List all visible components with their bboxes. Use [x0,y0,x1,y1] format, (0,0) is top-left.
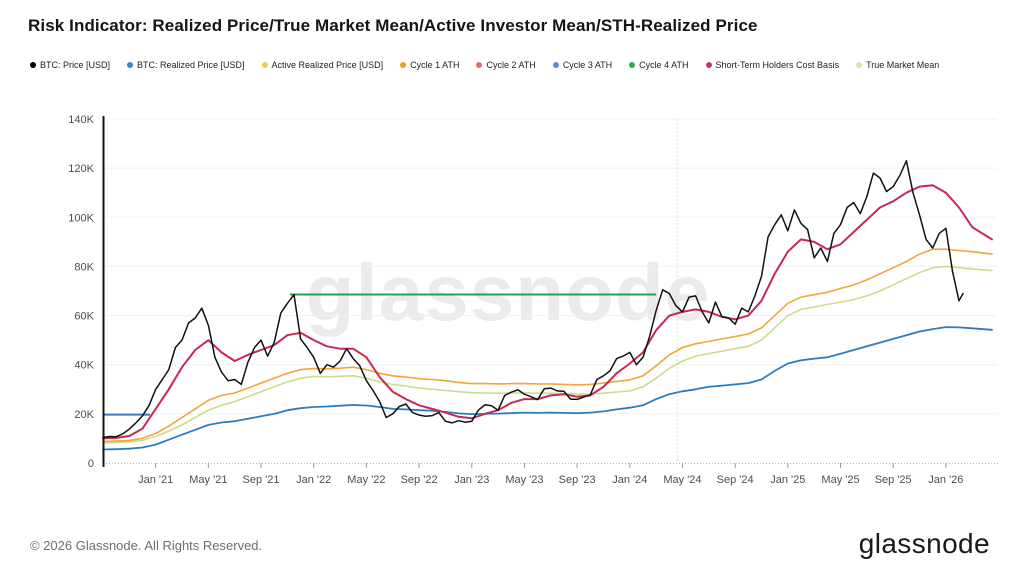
legend-color-dot [261,62,268,68]
glassnode-watermark: glassnode [305,248,711,337]
legend-item-btc-realized-price-usd[interactable]: BTC: Realized Price [USD] [127,60,245,70]
legend-label: Cycle 4 ATH [639,60,689,70]
legend-item-active-realized-price-usd[interactable]: Active Realized Price [USD] [261,60,384,70]
copyright-text: © 2026 Glassnode. All Rights Reserved. [30,538,263,553]
legend-item-cycle-1-ath[interactable]: Cycle 1 ATH [400,60,459,70]
legend-color-dot [856,62,863,68]
x-tick-label: Jan '25 [770,474,805,486]
legend-label: Active Realized Price [USD] [271,60,384,70]
legend-item-short-term-holders-cost-basis[interactable]: Short-Term Holders Cost Basis [705,60,840,70]
legend-item-btc-price-usd[interactable]: BTC: Price [USD] [30,60,110,70]
y-tick-label: 120K [68,163,94,175]
x-tick-label: Sep '24 [717,474,754,486]
legend-label: BTC: Price [USD] [40,60,111,70]
x-tick-label: Sep '23 [559,474,596,486]
legend-item-cycle-2-ath[interactable]: Cycle 2 ATH [476,60,536,70]
legend-label: BTC: Realized Price [USD] [137,60,245,70]
x-tick-label: Jan '23 [454,474,489,486]
y-tick-label: 100K [68,212,94,224]
y-tick-label: 0 [88,458,94,470]
legend-item-true-market-mean[interactable]: True Market Mean [856,60,939,70]
x-tick-label: May '23 [505,474,543,486]
legend-color-dot [552,62,559,68]
series-active-realized-price-usd [102,248,993,443]
x-tick-label: Jan '22 [296,474,331,486]
series-btc-realized-price-usd [102,326,993,451]
legend-color-dot [629,62,636,68]
legend-color-dot [127,62,134,68]
y-tick-label: 140K [68,114,94,126]
legend-label: True Market Mean [866,60,940,70]
series-btc-price-usd [102,160,964,439]
y-tick-label: 80K [74,261,94,273]
x-tick-label: May '24 [663,474,701,486]
x-tick-label: Jan '24 [612,474,647,486]
y-tick-label: 20K [74,409,94,421]
legend-label: Cycle 2 ATH [486,60,536,70]
x-tick-label: Sep '22 [401,474,438,486]
legend-color-dot [30,62,36,68]
series-true-market-mean [102,265,993,444]
legend-item-cycle-3-ath[interactable]: Cycle 3 ATH [552,60,613,70]
x-tick-label: May '25 [821,474,859,486]
x-tick-label: Sep '25 [875,474,912,486]
y-tick-label: 40K [74,360,94,372]
x-tick-label: Sep '21 [243,474,280,486]
legend-color-dot [705,62,712,68]
legend-item-cycle-4-ath[interactable]: Cycle 4 ATH [629,60,689,70]
x-tick-label: May '21 [189,474,227,486]
legend-label: Cycle 3 ATH [562,60,613,70]
glassnode-logo[interactable]: glassnode [858,528,990,559]
x-tick-label: Jan '26 [928,474,963,486]
y-tick-label: 60K [74,311,94,323]
legend-color-dot [476,62,483,68]
legend-color-dot [400,62,407,68]
page-title: Risk Indicator: Realized Price/True Mark… [28,16,758,35]
legend-bar: BTC: Price [USD] BTC: Realized Price [USD… [30,60,1000,70]
x-tick-label: Jan '21 [138,474,173,486]
series-short-term-holders-cost-basis [102,184,993,440]
legend-label: Short-Term Holders Cost Basis [715,60,840,70]
x-tick-label: May '22 [347,474,385,486]
legend-label: Cycle 1 ATH [410,60,460,70]
